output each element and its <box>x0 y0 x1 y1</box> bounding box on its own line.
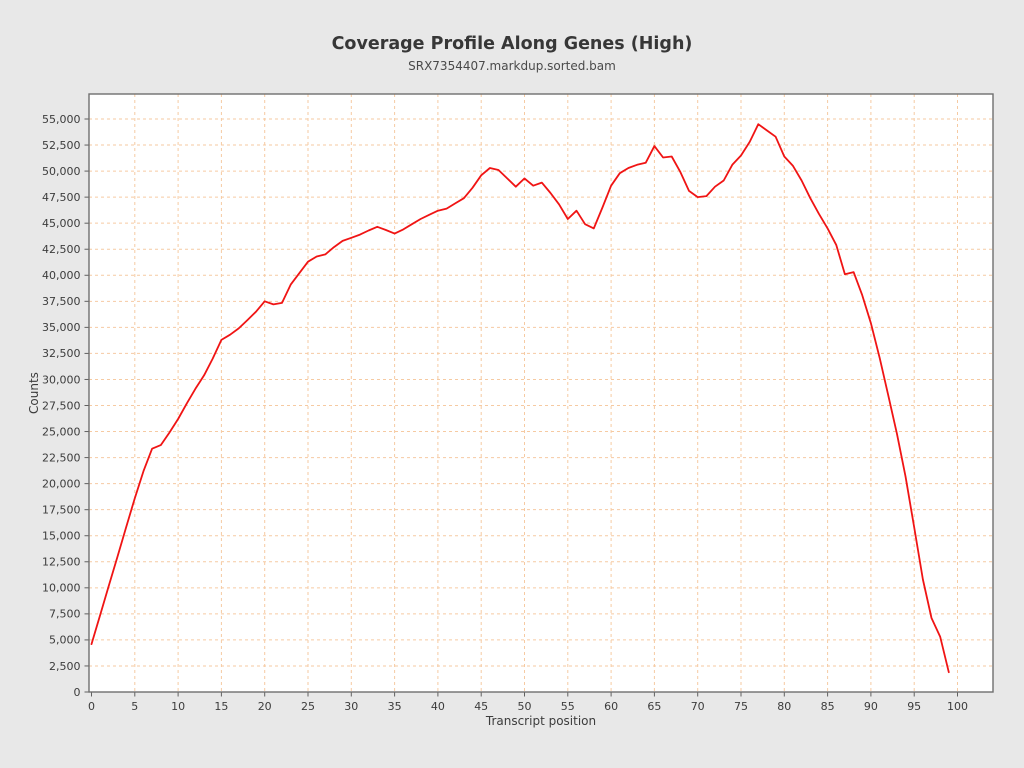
x-tick-label: 65 <box>647 700 661 713</box>
y-tick-label: 40,000 <box>42 269 81 282</box>
y-tick-label: 45,000 <box>42 217 81 230</box>
y-tick-label: 22,500 <box>42 451 81 464</box>
x-tick-label: 45 <box>474 700 488 713</box>
y-tick-label: 25,000 <box>42 425 81 438</box>
y-tick-label: 0 <box>74 686 81 699</box>
tick-labels: 0 2,500 5,000 7,500 10,000 12,500 15,000 17,500… <box>42 113 968 713</box>
x-tick-label: 50 <box>518 700 532 713</box>
x-tick-label: 60 <box>604 700 618 713</box>
x-tick-label: 85 <box>821 700 835 713</box>
chart-title: Coverage Profile Along Genes (High) <box>332 34 693 54</box>
y-tick-label: 7,500 <box>49 608 81 621</box>
y-tick-label: 5,000 <box>49 634 81 647</box>
y-tick-label: 20,000 <box>42 477 81 490</box>
x-tick-label: 55 <box>561 700 575 713</box>
x-tick-label: 80 <box>777 700 791 713</box>
y-tick-label: 2,500 <box>49 660 81 673</box>
y-tick-label: 10,000 <box>42 582 81 595</box>
x-tick-label: 90 <box>864 700 878 713</box>
x-tick-label: 0 <box>88 700 95 713</box>
y-tick-label: 42,500 <box>42 243 81 256</box>
plot-area <box>89 94 993 692</box>
x-tick-label: 40 <box>431 700 445 713</box>
gridlines <box>89 94 993 692</box>
y-tick-label: 35,000 <box>42 321 81 334</box>
x-tick-label: 30 <box>344 700 358 713</box>
y-tick-label: 47,500 <box>42 191 81 204</box>
x-axis-title: Transcript position <box>485 714 596 728</box>
y-tick-label: 52,500 <box>42 139 81 152</box>
x-tick-label: 35 <box>388 700 402 713</box>
y-axis-title: Counts <box>27 372 41 414</box>
y-tick-label: 50,000 <box>42 165 81 178</box>
x-tick-label: 70 <box>691 700 705 713</box>
y-tick-label: 30,000 <box>42 373 81 386</box>
x-tick-label: 10 <box>171 700 185 713</box>
x-tick-label: 15 <box>214 700 228 713</box>
y-tick-label: 27,500 <box>42 399 81 412</box>
y-tick-label: 15,000 <box>42 530 81 543</box>
x-tick-label: 5 <box>131 700 138 713</box>
x-tick-label: 100 <box>947 700 968 713</box>
x-tick-label: 25 <box>301 700 315 713</box>
x-tick-label: 75 <box>734 700 748 713</box>
y-tick-label: 32,500 <box>42 347 81 360</box>
axis-ticks <box>84 118 958 697</box>
x-tick-label: 95 <box>907 700 921 713</box>
y-tick-label: 55,000 <box>42 113 81 126</box>
y-tick-label: 17,500 <box>42 503 81 516</box>
y-tick-label: 12,500 <box>42 556 81 569</box>
plot-border <box>88 93 994 693</box>
x-tick-label: 20 <box>258 700 272 713</box>
y-tick-label: 37,500 <box>42 295 81 308</box>
coverage-line <box>90 123 950 674</box>
chart-subtitle: SRX7354407.markdup.sorted.bam <box>408 59 616 73</box>
